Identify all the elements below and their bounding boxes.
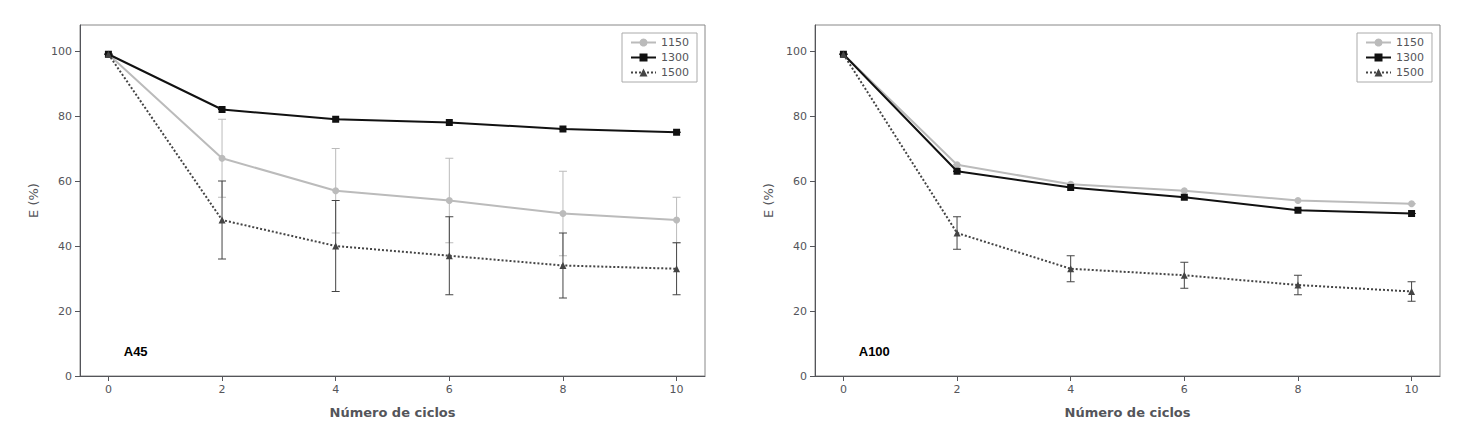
svg-text:Número de ciclos: Número de ciclos [329, 405, 455, 420]
svg-text:60: 60 [58, 175, 72, 188]
svg-text:0: 0 [65, 370, 72, 383]
svg-text:1500: 1500 [661, 66, 689, 79]
svg-text:0: 0 [105, 383, 112, 396]
svg-text:10: 10 [1405, 383, 1419, 396]
svg-text:1300: 1300 [1396, 51, 1424, 64]
svg-text:2: 2 [954, 383, 961, 396]
svg-text:A100: A100 [859, 344, 890, 359]
svg-text:80: 80 [793, 110, 807, 123]
svg-text:20: 20 [793, 305, 807, 318]
svg-text:40: 40 [793, 240, 807, 253]
svg-text:4: 4 [1067, 383, 1074, 396]
svg-text:1500: 1500 [1396, 66, 1424, 79]
svg-text:8: 8 [559, 383, 566, 396]
svg-text:40: 40 [58, 240, 72, 253]
svg-text:Número de ciclos: Número de ciclos [1064, 405, 1190, 420]
svg-text:8: 8 [1294, 383, 1301, 396]
svg-text:6: 6 [1181, 383, 1188, 396]
svg-text:0: 0 [840, 383, 847, 396]
svg-text:20: 20 [58, 305, 72, 318]
svg-text:0: 0 [800, 370, 807, 383]
svg-text:E (%): E (%) [761, 183, 776, 218]
svg-text:60: 60 [793, 175, 807, 188]
svg-text:80: 80 [58, 110, 72, 123]
svg-text:1150: 1150 [661, 36, 689, 49]
svg-text:E (%): E (%) [26, 183, 41, 218]
svg-text:4: 4 [332, 383, 339, 396]
svg-text:2: 2 [219, 383, 226, 396]
svg-text:100: 100 [51, 45, 72, 58]
svg-text:6: 6 [446, 383, 453, 396]
svg-text:1300: 1300 [661, 51, 689, 64]
svg-text:1150: 1150 [1396, 36, 1424, 49]
svg-text:10: 10 [670, 383, 684, 396]
svg-text:100: 100 [786, 45, 807, 58]
svg-text:A45: A45 [124, 344, 148, 359]
